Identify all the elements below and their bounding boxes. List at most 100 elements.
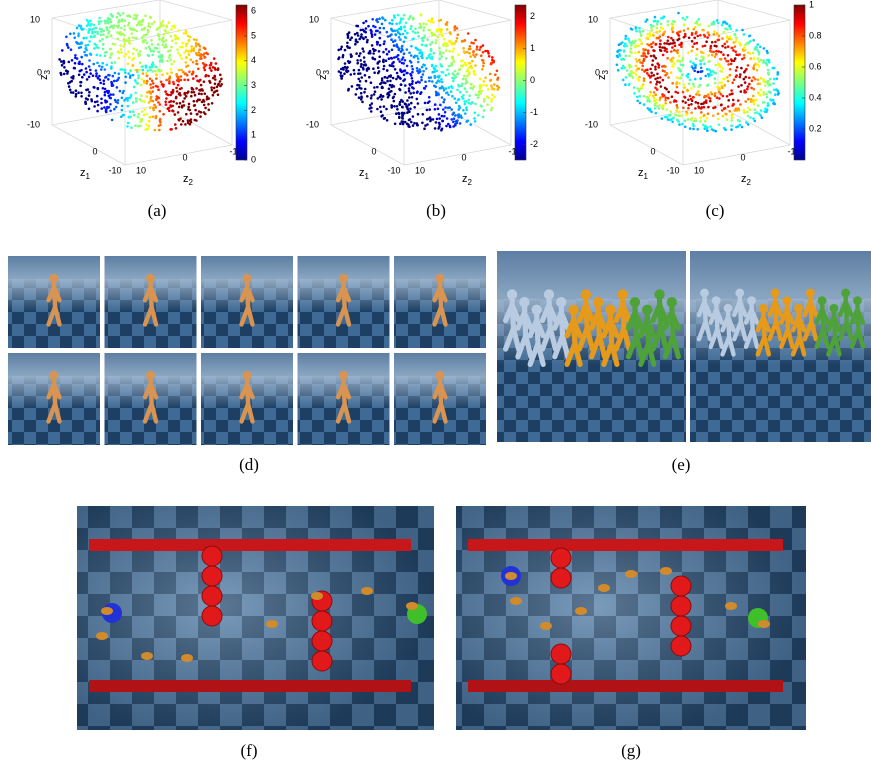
point (465, 78, 468, 81)
point (715, 50, 718, 53)
point (482, 84, 485, 87)
character (625, 570, 637, 578)
point (454, 70, 457, 73)
point (720, 81, 723, 84)
point (451, 63, 454, 66)
point (659, 30, 662, 33)
point (765, 80, 768, 83)
point (104, 54, 107, 57)
box-edge (52, 0, 160, 18)
point (489, 73, 492, 76)
point (695, 101, 698, 104)
point (633, 86, 636, 89)
point (490, 63, 493, 66)
point (704, 120, 707, 123)
axis-label: z2 (741, 173, 752, 187)
point (465, 80, 468, 83)
point (160, 25, 163, 28)
point (636, 96, 639, 99)
point (395, 34, 398, 37)
point (438, 80, 441, 83)
point (694, 118, 697, 121)
point (186, 92, 189, 95)
point (744, 76, 747, 79)
point (699, 63, 702, 66)
box-edge (683, 145, 790, 165)
point (442, 120, 445, 123)
point (662, 17, 665, 20)
point (734, 50, 737, 53)
point (88, 91, 91, 94)
point (650, 24, 653, 27)
point (85, 67, 88, 70)
point (213, 87, 216, 90)
point (208, 80, 211, 83)
point (378, 60, 381, 63)
point (391, 49, 394, 52)
point (409, 108, 412, 111)
point (401, 106, 404, 109)
point (463, 75, 466, 78)
point (681, 123, 684, 126)
point (358, 96, 361, 99)
point (167, 32, 170, 35)
point (185, 30, 188, 33)
point (148, 45, 151, 48)
point (351, 85, 354, 88)
point (403, 25, 406, 28)
point (658, 104, 661, 107)
point (455, 76, 458, 79)
point (439, 51, 442, 54)
point (471, 101, 474, 104)
point (423, 26, 426, 29)
point (647, 52, 650, 55)
point (723, 127, 726, 130)
scatter-panel: 100-100-10100-10z3z1z20.20.40.60.81(c) (585, 0, 822, 220)
point (397, 14, 400, 17)
point (704, 75, 707, 78)
point (672, 39, 675, 42)
point (676, 86, 679, 89)
point (192, 61, 195, 64)
point (382, 51, 385, 54)
point (748, 77, 751, 80)
point (752, 39, 755, 42)
z3-tick-label: 10 (309, 14, 319, 24)
point (473, 70, 476, 73)
point (419, 23, 422, 26)
point (729, 36, 732, 39)
axis-label-sub: 2 (189, 178, 194, 187)
point (178, 106, 181, 109)
caption: (c) (706, 201, 725, 220)
point (108, 95, 111, 98)
point (104, 76, 107, 79)
z3-tick-label: -10 (27, 119, 40, 129)
point (662, 107, 665, 110)
point (690, 50, 693, 53)
z1-tick-label: -10 (387, 165, 400, 175)
point (207, 103, 210, 106)
point (717, 22, 720, 25)
point (736, 66, 739, 69)
point (650, 55, 653, 58)
colorbar-tick-label: 0.8 (809, 30, 822, 40)
point (740, 67, 743, 70)
point (465, 106, 468, 109)
point (383, 43, 386, 46)
point (399, 89, 402, 92)
point (135, 100, 138, 103)
point (164, 29, 167, 32)
point (667, 39, 670, 42)
point (149, 16, 152, 19)
point (442, 52, 445, 55)
point (675, 114, 678, 117)
point (753, 48, 756, 51)
point (766, 64, 769, 67)
point (652, 59, 655, 62)
point (370, 110, 373, 113)
point (433, 85, 436, 88)
point (687, 99, 690, 102)
point (132, 101, 135, 104)
point (739, 76, 742, 79)
point (180, 57, 183, 60)
